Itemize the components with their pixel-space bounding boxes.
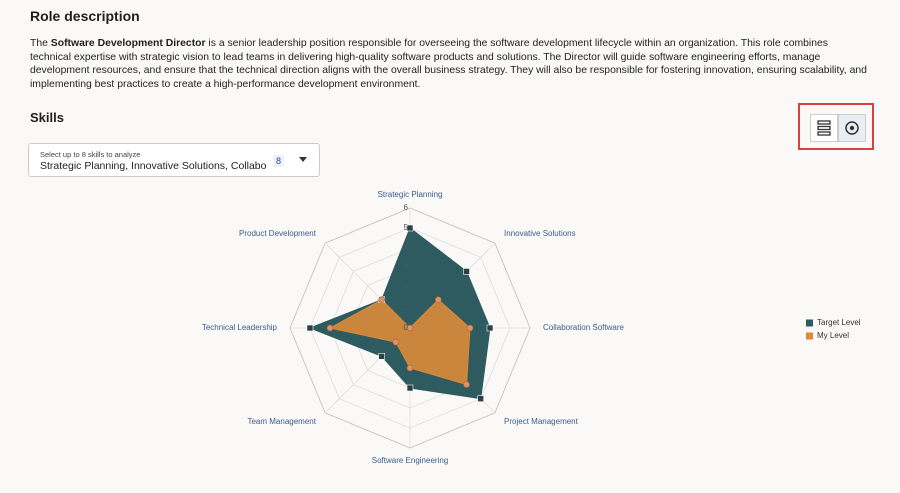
data-point <box>486 324 494 332</box>
category-label: Software Engineering <box>372 456 449 465</box>
category-label: Innovative Solutions <box>504 229 576 238</box>
text: is a senior leadership position responsi… <box>30 38 867 90</box>
dropdown-caret <box>299 157 307 162</box>
data-point <box>406 364 414 372</box>
data-point <box>434 296 442 304</box>
view-toggle <box>798 103 874 150</box>
radar-view-button[interactable] <box>838 114 866 142</box>
axis-tick-label: 1 <box>404 303 409 312</box>
data-point <box>406 384 414 392</box>
radar-icon <box>845 121 859 135</box>
category-label: Collaboration Software <box>543 323 624 332</box>
category-label: Product Development <box>239 229 317 238</box>
data-point <box>406 324 414 332</box>
data-point <box>463 268 470 275</box>
axis-tick-label: 0 <box>404 323 409 332</box>
data-point <box>406 224 414 232</box>
axis-tick-label: 5 <box>404 223 409 232</box>
data-point <box>463 381 470 388</box>
axis-tick-label: 3 <box>404 263 409 272</box>
role-description: The Software Development Director is a s… <box>30 37 870 91</box>
legend-label: My Level <box>817 331 849 340</box>
category-label: Strategic Planning <box>378 190 443 199</box>
data-point <box>392 338 400 346</box>
data-point <box>378 352 386 360</box>
list-icon <box>817 120 831 136</box>
category-label: Technical Leadership <box>202 323 278 332</box>
axis-tick-label: 4 <box>404 243 409 252</box>
data-point <box>306 324 314 332</box>
role-name: Software Development Director <box>50 38 206 49</box>
axis-tick-label: 6 <box>404 203 409 212</box>
legend-label: Target Level <box>817 318 861 327</box>
data-point <box>466 324 474 332</box>
data-point <box>326 324 334 332</box>
skills-select[interactable]: Select up to 8 skills to analyze Strateg… <box>28 143 320 177</box>
category-label: Project Management <box>504 417 579 426</box>
select-count: 8 <box>273 155 285 167</box>
axis-tick-label: 2 <box>404 283 409 292</box>
select-label: Select up to 8 skills to analyze <box>40 150 141 159</box>
select-value: Strategic Planning, Innovative Solutions… <box>40 160 267 172</box>
data-point <box>477 395 485 403</box>
data-point <box>378 296 386 304</box>
skills-title: Skills <box>30 110 64 125</box>
list-view-button[interactable] <box>810 114 838 142</box>
category-label: Team Management <box>247 417 316 426</box>
legend-swatch <box>806 332 813 340</box>
text: The <box>30 38 51 49</box>
section-title: Role description <box>30 8 140 24</box>
legend-swatch <box>806 319 813 327</box>
